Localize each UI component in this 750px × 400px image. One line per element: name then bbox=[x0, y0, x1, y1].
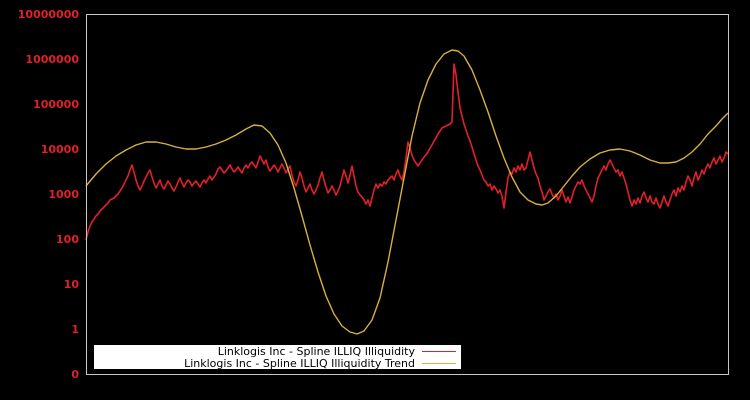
series-layer bbox=[85, 49, 729, 335]
legend: Linklogis Inc - Spline ILLIQ Illiquidity… bbox=[94, 345, 461, 370]
legend-label-illiquidity: Linklogis Inc - Spline ILLIQ Illiquidity bbox=[218, 345, 416, 358]
y-tick-label: 0 bbox=[71, 368, 79, 381]
y-tick-label: 10000 bbox=[41, 143, 80, 156]
plot-area-frame bbox=[86, 14, 729, 375]
illiquidity-series-line bbox=[85, 63, 729, 241]
illiquidity-trend-line bbox=[85, 49, 729, 335]
y-tick-label: 100000 bbox=[33, 98, 79, 111]
y-tick-label: 1000000 bbox=[25, 53, 79, 66]
legend-label-trend: Linklogis Inc - Spline ILLIQ Illiquidity… bbox=[184, 357, 415, 370]
y-tick-label: 1 bbox=[71, 323, 79, 336]
y-tick-label: 1000 bbox=[48, 188, 79, 201]
legend-box bbox=[94, 345, 461, 369]
y-tick-label: 10000000 bbox=[18, 8, 80, 21]
y-tick-label: 100 bbox=[56, 233, 79, 246]
y-tick-label: 10 bbox=[64, 278, 80, 291]
